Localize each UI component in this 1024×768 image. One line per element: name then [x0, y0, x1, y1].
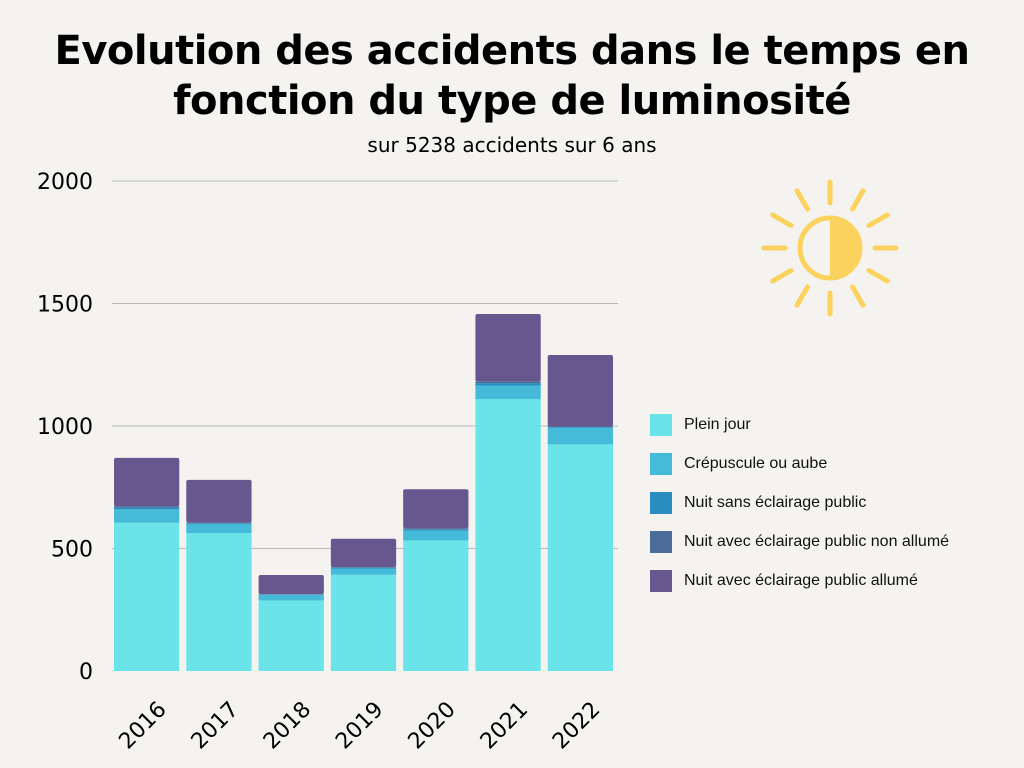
bar-segment [114, 522, 180, 671]
legend-swatch [650, 491, 672, 514]
bar-segment [547, 426, 613, 428]
sun-ray [850, 284, 866, 308]
bar-segment [258, 600, 324, 671]
bar-segment [186, 524, 252, 534]
legend-item: Nuit sans éclairage public [650, 483, 949, 522]
legend-label: Plein jour [684, 415, 751, 433]
bar-segment [547, 444, 613, 671]
chart-title-line-2: fonction du type de luminosité [173, 78, 851, 124]
bar-segment [330, 568, 397, 575]
x-tick-label: 2017 [187, 697, 244, 754]
y-tick-label: 2000 [37, 170, 93, 195]
bar-segment [403, 529, 469, 531]
x-tick-label: 2022 [548, 697, 605, 754]
y-tick-label: 1500 [37, 293, 93, 318]
x-tick-label: 2020 [404, 697, 461, 754]
legend-item: Nuit avec éclairage public allumé [650, 561, 949, 600]
y-tick-label: 500 [51, 538, 93, 563]
legend-swatch [650, 452, 672, 475]
bar-segment [547, 354, 613, 427]
bar-segment [330, 574, 397, 671]
bar-segment [475, 383, 541, 386]
sun-ray [850, 188, 866, 212]
legend-label: Nuit sans éclairage public [684, 493, 867, 511]
bar-segment [403, 489, 469, 529]
bar-segment [403, 530, 469, 541]
bar-segment [403, 540, 469, 671]
bar-segment [186, 533, 252, 671]
bar-segment [330, 538, 397, 568]
bar-segment [258, 574, 324, 595]
x-tick-label: 2018 [259, 697, 316, 754]
bar-segment [114, 509, 180, 523]
x-tick-label: 2016 [114, 697, 171, 754]
legend-item: Plein jour [650, 405, 949, 444]
y-tick-label: 0 [79, 660, 93, 685]
chart-subtitle: sur 5238 accidents sur 6 ans [367, 133, 657, 157]
legend-swatch [650, 569, 672, 592]
x-tick-label: 2021 [476, 697, 533, 754]
legend: Plein jour Crépuscule ou aube Nuit sans … [650, 405, 949, 600]
bar-segment [186, 479, 252, 523]
legend-item: Nuit avec éclairage public non allumé [650, 522, 949, 561]
sun-ray [794, 188, 810, 212]
bar-segment [258, 594, 324, 601]
bar-segment [547, 427, 613, 445]
sun-icon [761, 179, 899, 317]
bar-segment [114, 506, 180, 508]
chart-title: Evolution des accidents dans le temps en… [0, 26, 1024, 126]
legend-swatch [650, 530, 672, 553]
legend-label: Nuit avec éclairage public non allumé [684, 532, 950, 550]
y-tick-label: 1000 [37, 415, 93, 440]
bar-segment [403, 528, 469, 530]
bar-segment [475, 385, 541, 400]
bar-segment [186, 523, 252, 524]
legend-item: Crépuscule ou aube [650, 444, 949, 483]
sun-ray [866, 212, 890, 228]
bar-segment [114, 507, 180, 510]
legend-swatch [650, 413, 672, 436]
x-tick-label: 2019 [331, 697, 388, 754]
sun-ray [866, 268, 890, 284]
sun-ray [770, 212, 794, 228]
legend-label: Nuit avec éclairage public allumé [684, 571, 918, 589]
sun-ray [770, 268, 794, 284]
bar-segment [475, 399, 541, 671]
chart-title-line-1: Evolution des accidents dans le temps en [54, 28, 971, 74]
legend-label: Crépuscule ou aube [684, 454, 828, 472]
bar-segment [475, 381, 541, 384]
bar-segment [330, 567, 397, 569]
bar-segment [475, 314, 541, 382]
sun-ray [794, 284, 810, 308]
bar-segment [114, 457, 180, 507]
